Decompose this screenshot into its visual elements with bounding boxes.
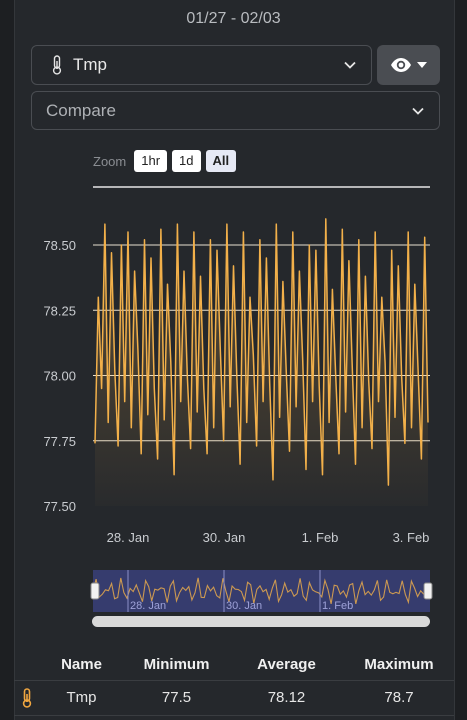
header-name: Name: [61, 656, 102, 673]
zoom-1d-button[interactable]: 1d: [172, 150, 201, 172]
header-average: Average: [257, 656, 316, 673]
visibility-toggle-button[interactable]: [377, 45, 440, 85]
x-tick-label: 30. Jan: [203, 530, 246, 545]
navigator-handle-right[interactable]: [423, 582, 433, 600]
zoom-all-button[interactable]: All: [205, 150, 237, 172]
date-range-title: 01/27 - 02/03: [186, 10, 281, 27]
sensor-select-value: Tmp: [73, 55, 107, 74]
compare-select-placeholder: Compare: [46, 100, 116, 120]
sensor-select[interactable]: Tmp: [31, 45, 372, 85]
thermometer-icon: [52, 55, 62, 75]
navigator-handle-left[interactable]: [90, 582, 100, 600]
stats-table: Name Minimum Average Maximum Tmp 77.5 78…: [14, 648, 454, 716]
row-maximum: 78.7: [384, 689, 414, 706]
row-name: Tmp: [66, 689, 97, 706]
y-tick-label: 78.00: [43, 369, 76, 384]
header-minimum: Minimum: [143, 656, 210, 673]
chevron-down-icon: [344, 61, 356, 69]
caret-down-icon: [417, 62, 427, 68]
thermometer-icon: [22, 688, 32, 708]
row-average: 78.12: [267, 689, 306, 706]
x-tick-label: 1. Feb: [302, 530, 339, 545]
x-tick-label: 3. Feb: [393, 530, 430, 545]
row-minimum: 77.5: [161, 689, 192, 706]
header-maximum: Maximum: [364, 656, 434, 673]
y-tick-label: 77.75: [43, 434, 76, 449]
zoom-bar: Zoom 1hr 1d All: [93, 150, 237, 172]
stats-header-row: Name Minimum Average Maximum: [14, 648, 454, 680]
y-tick-label: 78.50: [43, 238, 76, 253]
navigator-series: [92, 577, 431, 605]
x-tick-label: 28. Jan: [107, 530, 150, 545]
navigator-label: 1. Feb: [322, 600, 353, 612]
y-tick-label: 77.50: [43, 499, 76, 514]
zoom-1hr-button[interactable]: 1hr: [134, 150, 168, 172]
zoom-label: Zoom: [93, 153, 127, 169]
series-line: [94, 218, 429, 486]
navigator-scrollbar[interactable]: [92, 616, 430, 627]
temperature-chart[interactable]: 77.50 77.75 78.00 78.25 78.50 28. Jan 30. Jan 1…: [0, 180, 467, 630]
compare-select[interactable]: Compare: [31, 91, 440, 130]
y-tick-label: 78.25: [43, 303, 76, 318]
navigator-label: 30. Jan: [226, 600, 262, 612]
eye-icon: [391, 58, 411, 72]
navigator-label: 28. Jan: [130, 600, 166, 612]
chevron-down-icon: [412, 107, 424, 115]
table-row: Tmp 77.5 78.12 78.7: [14, 680, 454, 716]
